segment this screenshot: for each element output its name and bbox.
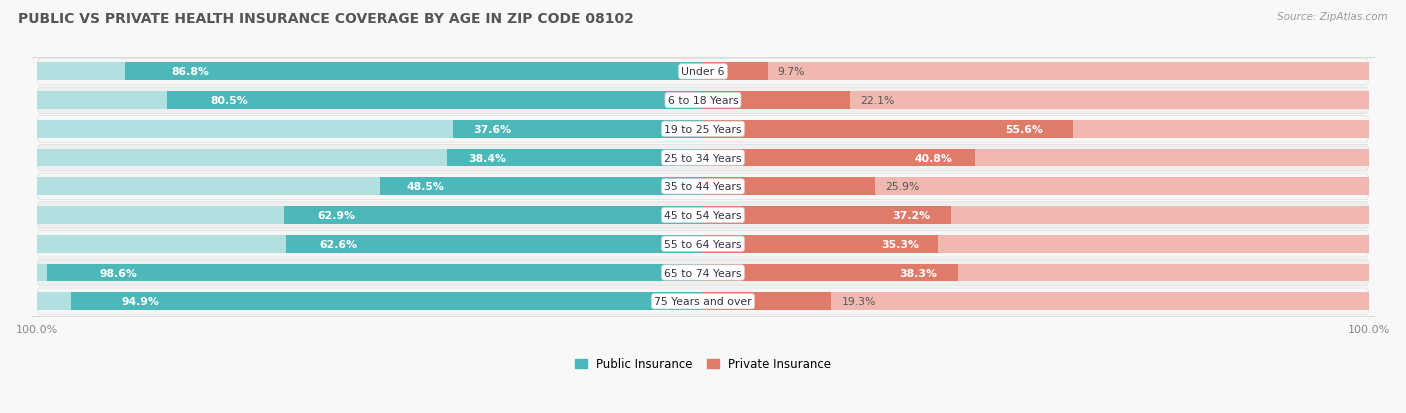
Text: 80.5%: 80.5% xyxy=(209,96,247,106)
Bar xyxy=(703,150,1368,167)
Text: 94.9%: 94.9% xyxy=(122,297,160,306)
Bar xyxy=(703,264,957,282)
Bar xyxy=(703,178,876,196)
Text: 38.3%: 38.3% xyxy=(900,268,938,278)
Text: 35.3%: 35.3% xyxy=(882,239,920,249)
Bar xyxy=(38,150,703,167)
Bar xyxy=(703,264,1368,282)
FancyBboxPatch shape xyxy=(38,260,1368,286)
Text: 62.9%: 62.9% xyxy=(318,211,356,221)
Bar xyxy=(38,178,703,196)
Bar xyxy=(125,63,703,81)
Text: 98.6%: 98.6% xyxy=(100,268,136,278)
FancyBboxPatch shape xyxy=(38,88,1368,114)
Text: 9.7%: 9.7% xyxy=(778,67,806,77)
Bar xyxy=(38,92,703,110)
Text: PUBLIC VS PRIVATE HEALTH INSURANCE COVERAGE BY AGE IN ZIP CODE 08102: PUBLIC VS PRIVATE HEALTH INSURANCE COVER… xyxy=(18,12,634,26)
Text: 19 to 25 Years: 19 to 25 Years xyxy=(664,125,742,135)
Text: 86.8%: 86.8% xyxy=(172,67,209,77)
Bar xyxy=(703,121,1073,138)
Text: Source: ZipAtlas.com: Source: ZipAtlas.com xyxy=(1277,12,1388,22)
FancyBboxPatch shape xyxy=(38,288,1368,315)
Bar xyxy=(703,150,974,167)
Bar xyxy=(287,235,703,253)
FancyBboxPatch shape xyxy=(38,145,1368,171)
Text: 37.2%: 37.2% xyxy=(893,211,931,221)
Bar xyxy=(38,235,703,253)
Bar xyxy=(703,121,1368,138)
Text: 25 to 34 Years: 25 to 34 Years xyxy=(664,153,742,163)
Bar xyxy=(46,264,703,282)
Text: 37.6%: 37.6% xyxy=(472,125,510,135)
Bar xyxy=(167,92,703,110)
Bar xyxy=(703,92,851,110)
Bar xyxy=(38,293,703,311)
Bar xyxy=(703,92,1368,110)
FancyBboxPatch shape xyxy=(38,116,1368,143)
Bar xyxy=(703,293,831,311)
Bar xyxy=(703,293,1368,311)
FancyBboxPatch shape xyxy=(38,231,1368,257)
Bar xyxy=(703,63,768,81)
Text: 22.1%: 22.1% xyxy=(860,96,894,106)
Text: 55 to 64 Years: 55 to 64 Years xyxy=(664,239,742,249)
Bar xyxy=(453,121,703,138)
Bar xyxy=(703,178,1368,196)
Text: 38.4%: 38.4% xyxy=(468,153,506,163)
Text: Under 6: Under 6 xyxy=(682,67,724,77)
Bar xyxy=(447,150,703,167)
Bar xyxy=(38,121,703,138)
Text: 48.5%: 48.5% xyxy=(406,182,444,192)
FancyBboxPatch shape xyxy=(38,59,1368,85)
Bar xyxy=(38,63,703,81)
FancyBboxPatch shape xyxy=(38,202,1368,229)
Text: 45 to 54 Years: 45 to 54 Years xyxy=(664,211,742,221)
Text: 6 to 18 Years: 6 to 18 Years xyxy=(668,96,738,106)
Text: 25.9%: 25.9% xyxy=(886,182,920,192)
Text: 40.8%: 40.8% xyxy=(915,153,953,163)
Text: 35 to 44 Years: 35 to 44 Years xyxy=(664,182,742,192)
Bar xyxy=(380,178,703,196)
Text: 65 to 74 Years: 65 to 74 Years xyxy=(664,268,742,278)
Bar xyxy=(284,206,703,224)
Text: 19.3%: 19.3% xyxy=(841,297,876,306)
Bar xyxy=(72,293,703,311)
Bar xyxy=(703,206,1368,224)
Text: 75 Years and over: 75 Years and over xyxy=(654,297,752,306)
Legend: Public Insurance, Private Insurance: Public Insurance, Private Insurance xyxy=(571,353,835,375)
Text: 55.6%: 55.6% xyxy=(1005,125,1043,135)
FancyBboxPatch shape xyxy=(38,174,1368,200)
Bar xyxy=(703,235,1368,253)
Bar xyxy=(703,63,1368,81)
Bar xyxy=(703,235,938,253)
Bar xyxy=(703,206,950,224)
Text: 62.6%: 62.6% xyxy=(319,239,357,249)
Bar xyxy=(38,264,703,282)
Bar xyxy=(38,206,703,224)
